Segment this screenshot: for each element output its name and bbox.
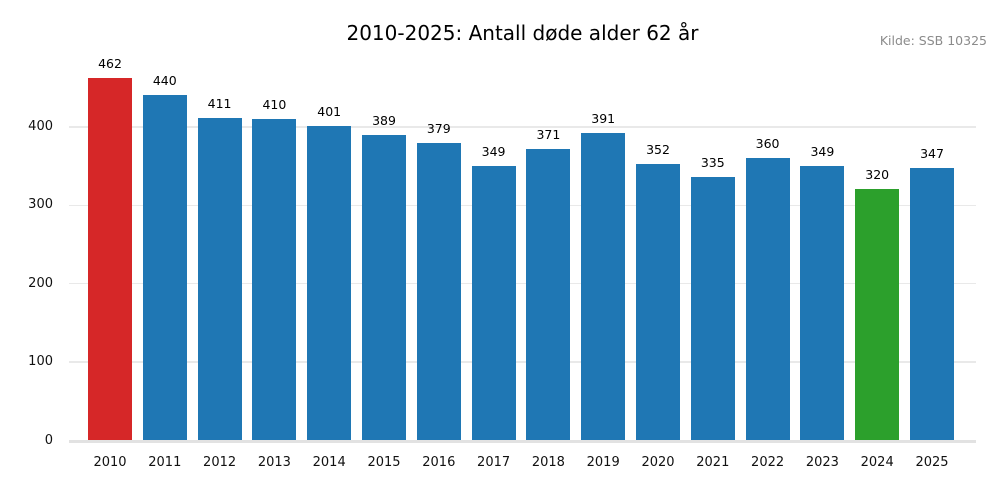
x-axis-tick-2021: 2021 — [696, 455, 730, 470]
x-axis-tick-2013: 2013 — [257, 455, 291, 470]
y-axis-tick-200: 200 — [28, 275, 53, 291]
bar-2014 — [307, 125, 352, 440]
x-axis-tick-2010: 2010 — [93, 455, 127, 470]
bar-value-label-2013: 410 — [262, 96, 287, 112]
x-axis-tick-2017: 2017 — [477, 455, 511, 470]
x-axis-tick-2018: 2018 — [531, 455, 565, 470]
x-axis-tick-2015: 2015 — [367, 455, 401, 470]
x-axis-tick-2016: 2016 — [422, 455, 456, 470]
x-axis-tick-2024: 2024 — [860, 455, 894, 470]
bar-2022 — [745, 157, 790, 440]
gridline-200 — [69, 282, 976, 285]
bar-value-label-2015: 389 — [372, 113, 396, 129]
gridline-100 — [69, 361, 976, 363]
bar-2024 — [855, 189, 900, 440]
bar-value-label-2023: 349 — [810, 144, 835, 160]
x-axis-tick-2019: 2019 — [586, 455, 620, 470]
bar-2011 — [142, 95, 187, 440]
bar-value-label-2019: 391 — [591, 111, 616, 127]
bar-2015 — [362, 135, 406, 440]
bar-2012 — [197, 117, 242, 440]
bar-2010 — [88, 77, 132, 440]
bar-2019 — [581, 133, 626, 440]
bar-value-label-2021: 335 — [700, 155, 725, 171]
y-axis-tick-400: 400 — [28, 118, 53, 134]
bar-value-label-2025: 347 — [920, 145, 944, 161]
bar-value-label-2016: 379 — [426, 120, 451, 136]
bar-2013 — [252, 118, 297, 440]
bar-2016 — [416, 142, 461, 440]
x-axis-tick-2023: 2023 — [805, 455, 839, 470]
x-axis-tick-2014: 2014 — [312, 455, 346, 470]
gridline-300 — [69, 204, 976, 207]
x-axis-tick-2011: 2011 — [148, 455, 182, 470]
bar-value-label-2020: 352 — [646, 142, 670, 158]
x-axis-baseline — [69, 440, 976, 443]
bar-value-label-2011: 440 — [152, 73, 177, 89]
y-axis-tick-0: 0 — [44, 432, 53, 448]
bar-2021 — [690, 177, 735, 440]
bar-2017 — [471, 166, 516, 440]
y-axis-tick-300: 300 — [28, 197, 53, 213]
bar-2020 — [636, 164, 680, 440]
x-axis-tick-2012: 2012 — [203, 455, 237, 470]
bar-value-label-2012: 411 — [207, 95, 232, 111]
bar-value-label-2022: 360 — [755, 135, 780, 151]
bar-2023 — [800, 166, 845, 440]
bar-2018 — [526, 149, 571, 440]
x-axis-tick-2022: 2022 — [751, 455, 785, 470]
gridline-400 — [69, 126, 976, 128]
x-axis-tick-2025: 2025 — [915, 455, 949, 470]
x-axis-tick-2020: 2020 — [641, 455, 675, 470]
bar-value-label-2010: 462 — [98, 55, 122, 71]
chart-source-note: Kilde: SSB 10325 — [879, 33, 987, 48]
y-axis-tick-100: 100 — [28, 354, 53, 370]
bar-value-label-2017: 349 — [481, 144, 506, 160]
bar-value-label-2014: 401 — [317, 103, 342, 119]
bar-2025 — [910, 167, 954, 440]
bar-value-label-2024: 320 — [865, 167, 890, 183]
bar-value-label-2018: 371 — [536, 127, 561, 143]
chart-title: 2010-2025: Antall døde alder 62 år — [346, 21, 699, 45]
